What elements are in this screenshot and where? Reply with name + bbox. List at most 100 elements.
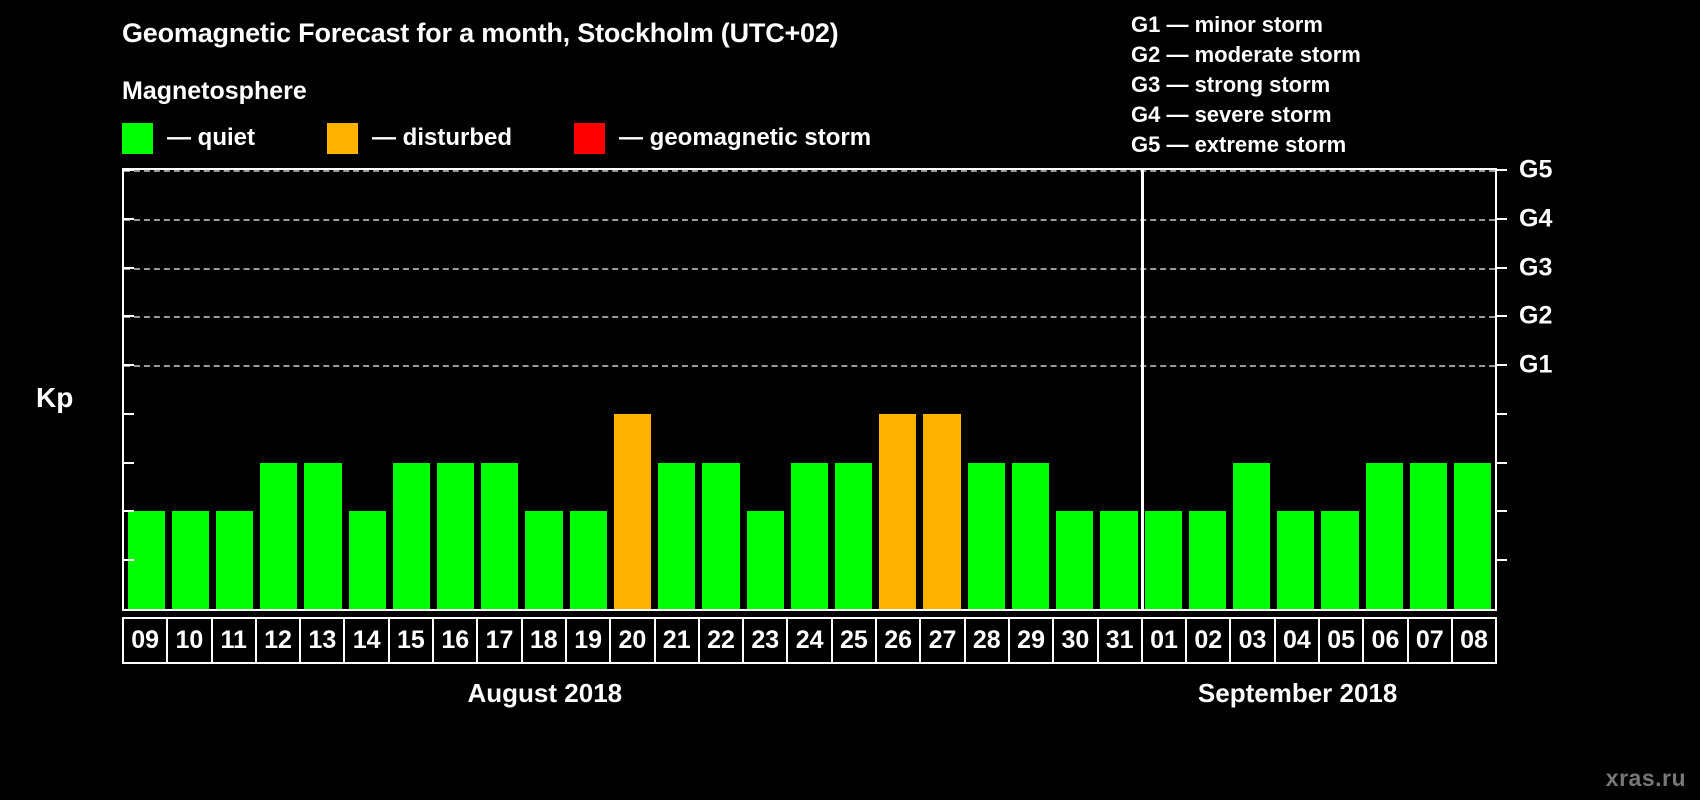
day-label-18: 18: [523, 619, 567, 662]
day-label-06: 06: [1364, 619, 1409, 662]
bar-day-27: [923, 413, 961, 609]
bar-cell-day-11: [212, 170, 256, 609]
g-tick-mark-kp-8: [1496, 217, 1507, 220]
bar-day-30: [1056, 511, 1094, 609]
day-label-29: 29: [1010, 619, 1055, 662]
bar-cell-day-02: [1185, 170, 1229, 609]
bar-day-25: [835, 462, 873, 609]
g-tick-label-g5: G5: [1519, 155, 1553, 184]
bar-cell-day-25: [832, 170, 876, 609]
bar-day-31: [1100, 511, 1138, 609]
legend-label-disturbed: — disturbed: [372, 124, 513, 151]
legend-entry-quiet: — quiet: [122, 122, 255, 154]
bar-cell-day-16: [434, 170, 478, 609]
month-caption-august: August 2018: [467, 678, 623, 708]
gscale-row-g1: G1 — minor storm: [1131, 12, 1323, 37]
day-label-23: 23: [744, 619, 789, 662]
y-tick-mark-4: [123, 412, 134, 415]
day-label-16: 16: [434, 619, 479, 662]
bar-day-23: [746, 511, 784, 609]
day-label-11: 11: [213, 619, 257, 662]
day-label-05: 05: [1320, 619, 1365, 662]
bar-day-01: [1144, 511, 1182, 609]
y-tick-mark-6: [123, 315, 134, 318]
bar-cell-day-29: [1008, 170, 1052, 609]
bar-cell-day-28: [964, 170, 1008, 609]
day-label-21: 21: [656, 619, 700, 662]
bar-day-29: [1011, 462, 1050, 609]
bar-cell-day-12: [257, 170, 301, 609]
bar-day-19: [569, 511, 607, 609]
g-tick-mark-kp-1: [1496, 559, 1507, 562]
chart-plot-area: [122, 168, 1497, 611]
bar-day-07: [1409, 462, 1448, 609]
y-tick-mark-9: [123, 169, 134, 171]
day-label-25: 25: [833, 619, 878, 662]
bar-series: [124, 170, 1495, 609]
day-label-26: 26: [877, 619, 922, 662]
bar-day-05: [1321, 511, 1359, 609]
magnetosphere-heading: Magnetosphere: [122, 77, 307, 105]
bar-day-11: [215, 511, 254, 609]
gridline-kp-7: [124, 267, 1495, 270]
watermark: xras.ru: [1605, 765, 1686, 791]
bar-cell-day-22: [699, 170, 743, 609]
day-label-17: 17: [478, 619, 523, 662]
month-caption-september: September 2018: [1197, 678, 1398, 708]
bar-cell-day-30: [1053, 170, 1097, 609]
y-tick-mark-8: [123, 217, 134, 220]
g-tick-mark-kp-6: [1496, 315, 1507, 318]
bar-cell-day-05: [1318, 170, 1362, 609]
bar-day-17: [481, 462, 519, 609]
day-label-02: 02: [1187, 619, 1232, 662]
day-label-24: 24: [788, 619, 833, 662]
bar-day-03: [1232, 462, 1271, 609]
bar-day-18: [525, 511, 563, 609]
bar-cell-day-14: [345, 170, 389, 609]
g-tick-mark-kp-2: [1496, 510, 1507, 513]
bar-day-12: [260, 462, 298, 609]
bar-cell-day-01: [1141, 170, 1185, 609]
legend-swatch-geomagnetic-storm-icon: [574, 122, 605, 154]
gscale-row-g2: G2 — moderate storm: [1131, 42, 1361, 67]
day-label-12: 12: [257, 619, 302, 662]
bar-day-24: [790, 462, 828, 609]
y-axis-title: Kp: [36, 382, 74, 413]
day-label-08: 08: [1460, 626, 1488, 654]
legend-swatch-disturbed-icon: [327, 122, 358, 154]
legend-entry-disturbed: — disturbed: [327, 122, 512, 154]
bar-cell-day-21: [655, 170, 699, 609]
day-label-20: 20: [611, 619, 656, 662]
bar-cell-day-27: [920, 170, 964, 609]
bar-day-21: [658, 462, 696, 609]
gridline-kp-5: [124, 365, 1495, 368]
day-label-10: 10: [168, 619, 213, 662]
day-label-19: 19: [567, 619, 612, 662]
g-tick-label-g2: G2: [1519, 301, 1553, 330]
legend-entry-geomagnetic-storm: — geomagnetic storm: [574, 122, 871, 154]
legend-label-quiet: — quiet: [167, 124, 255, 151]
bar-cell-day-03: [1229, 170, 1273, 609]
bar-cell-day-10: [168, 170, 212, 609]
y-tick-mark-1: [123, 559, 134, 562]
bar-cell-day-23: [743, 170, 787, 609]
bar-day-28: [967, 462, 1005, 609]
legend-swatch-quiet-icon: [122, 122, 153, 154]
g-tick-label-g1: G1: [1519, 350, 1553, 379]
day-label-14: 14: [345, 619, 390, 662]
bar-day-15: [392, 462, 431, 609]
day-label-09: 09: [124, 619, 169, 662]
day-label-15: 15: [390, 619, 435, 662]
bar-day-02: [1188, 511, 1226, 609]
bar-day-08: [1454, 462, 1492, 609]
y-tick-mark-5: [123, 364, 134, 367]
bar-day-04: [1277, 511, 1315, 609]
bar-cell-day-18: [522, 170, 566, 609]
bar-cell-day-15: [389, 170, 433, 609]
chart-plot-inner: [124, 170, 1495, 609]
bar-cell-day-20: [610, 170, 654, 609]
day-label-27: 27: [921, 619, 966, 662]
bar-cell-day-24: [787, 170, 831, 609]
bar-day-22: [702, 462, 740, 609]
legend-label-geomagnetic-storm: — geomagnetic storm: [619, 124, 872, 151]
